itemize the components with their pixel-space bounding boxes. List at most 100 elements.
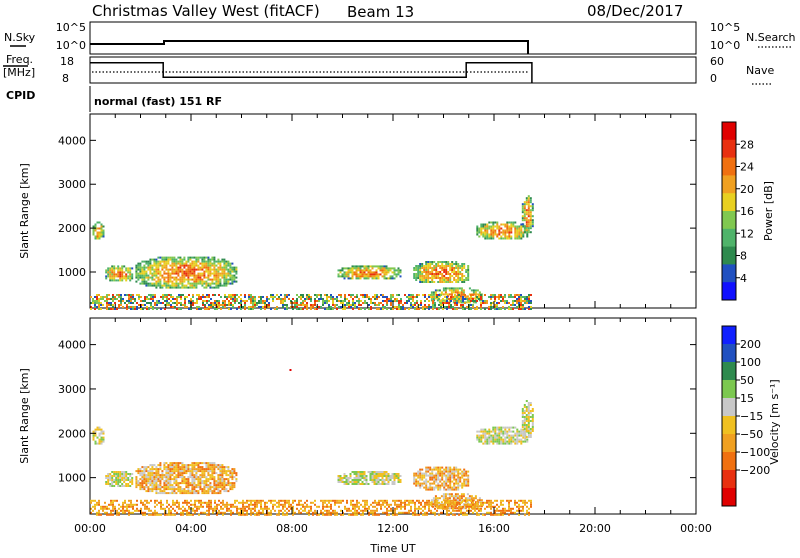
echo-pixel bbox=[296, 306, 298, 308]
echo-pixel bbox=[376, 277, 378, 279]
echo-pixel bbox=[223, 484, 225, 486]
echo-pixel bbox=[449, 477, 451, 479]
echo-pixel bbox=[437, 289, 439, 291]
echo-pixel bbox=[270, 510, 272, 512]
echo-pixel bbox=[185, 478, 187, 480]
echo-pixel bbox=[147, 466, 149, 468]
echo-pixel bbox=[528, 215, 530, 217]
echo-pixel bbox=[151, 470, 153, 472]
echo-pixel bbox=[151, 267, 153, 269]
echo-pixel bbox=[444, 504, 446, 506]
echo-pixel bbox=[123, 485, 125, 487]
echo-pixel bbox=[386, 473, 388, 475]
echo-pixel bbox=[421, 271, 423, 273]
echo-pixel bbox=[490, 294, 492, 296]
echo-pixel bbox=[417, 271, 419, 273]
echo-pixel bbox=[470, 504, 472, 506]
echo-pixel bbox=[512, 224, 514, 226]
echo-pixel bbox=[482, 232, 484, 234]
echo-pixel bbox=[362, 500, 364, 502]
echo-pixel bbox=[338, 506, 340, 508]
echo-pixel bbox=[176, 506, 178, 508]
echo-pixel bbox=[332, 500, 334, 502]
echo-pixel bbox=[95, 429, 97, 431]
echo-pixel bbox=[113, 479, 115, 481]
echo-pixel bbox=[427, 267, 429, 269]
echo-pixel bbox=[382, 500, 384, 502]
echo-pixel bbox=[340, 300, 342, 302]
echo-pixel bbox=[364, 504, 366, 506]
echo-pixel bbox=[300, 500, 302, 502]
echo-pixel bbox=[384, 296, 386, 298]
echo-pixel bbox=[115, 481, 117, 483]
echo-pixel bbox=[435, 267, 437, 269]
echo-pixel bbox=[429, 489, 431, 491]
echo-pixel bbox=[524, 514, 526, 516]
echo-pixel bbox=[163, 265, 165, 267]
echo-pixel bbox=[171, 277, 173, 279]
echo-pixel bbox=[115, 273, 117, 275]
echo-pixel bbox=[197, 480, 199, 482]
echo-pixel bbox=[413, 269, 415, 271]
echo-pixel bbox=[122, 512, 124, 514]
echo-pixel bbox=[510, 510, 512, 512]
echo-pixel bbox=[445, 471, 447, 473]
echo-pixel bbox=[496, 296, 498, 298]
echo-pixel bbox=[314, 500, 316, 502]
echo-pixel bbox=[338, 269, 340, 271]
echo-pixel bbox=[149, 263, 151, 265]
echo-pixel bbox=[435, 467, 437, 469]
echo-pixel bbox=[510, 500, 512, 502]
echo-pixel bbox=[252, 306, 254, 308]
echo-pixel bbox=[172, 508, 174, 510]
echo-pixel bbox=[122, 508, 124, 510]
echo-pixel bbox=[486, 234, 488, 236]
echo-pixel bbox=[221, 271, 223, 273]
echo-pixel bbox=[528, 227, 530, 229]
echo-pixel bbox=[195, 287, 197, 289]
echo-pixel bbox=[173, 470, 175, 472]
echo-pixel bbox=[290, 504, 292, 506]
echo-pixel bbox=[183, 492, 185, 494]
echo-pixel bbox=[207, 474, 209, 476]
echo-pixel bbox=[524, 302, 526, 304]
echo-pixel bbox=[248, 306, 250, 308]
echo-pixel bbox=[157, 279, 159, 281]
echo-pixel bbox=[450, 296, 452, 298]
echo-pixel bbox=[205, 468, 207, 470]
echo-pixel bbox=[424, 294, 426, 296]
echo-region bbox=[93, 427, 105, 445]
echo-pixel bbox=[490, 238, 492, 240]
echo-pixel bbox=[413, 273, 415, 275]
echo-pixel bbox=[382, 502, 384, 504]
echo-pixel bbox=[462, 308, 464, 310]
echo-pixel bbox=[90, 308, 92, 310]
echo-pixel bbox=[382, 269, 384, 271]
echo-pixel bbox=[494, 429, 496, 431]
echo-pixel bbox=[111, 477, 113, 479]
echo-pixel bbox=[211, 476, 213, 478]
echo-pixel bbox=[187, 277, 189, 279]
echo-pixel bbox=[415, 473, 417, 475]
echo-pixel bbox=[189, 283, 191, 285]
echo-pixel bbox=[510, 304, 512, 306]
echo-pixel bbox=[413, 481, 415, 483]
echo-pixel bbox=[423, 265, 425, 267]
echo-pixel bbox=[213, 480, 215, 482]
echo-pixel bbox=[143, 283, 145, 285]
echo-pixel bbox=[453, 263, 455, 265]
echo-pixel bbox=[113, 275, 115, 277]
echo-pixel bbox=[188, 294, 190, 296]
echo-pixel bbox=[94, 500, 96, 502]
echo-pixel bbox=[461, 273, 463, 275]
echo-pixel bbox=[158, 300, 160, 302]
echo-pixel bbox=[159, 462, 161, 464]
echo-pixel bbox=[109, 273, 111, 275]
echo-pixel bbox=[109, 473, 111, 475]
echo-pixel bbox=[211, 269, 213, 271]
echo-pixel bbox=[514, 226, 516, 228]
echo-pixel bbox=[128, 506, 130, 508]
echo-pixel bbox=[266, 298, 268, 300]
echo-pixel bbox=[360, 300, 362, 302]
echo-pixel bbox=[145, 486, 147, 488]
